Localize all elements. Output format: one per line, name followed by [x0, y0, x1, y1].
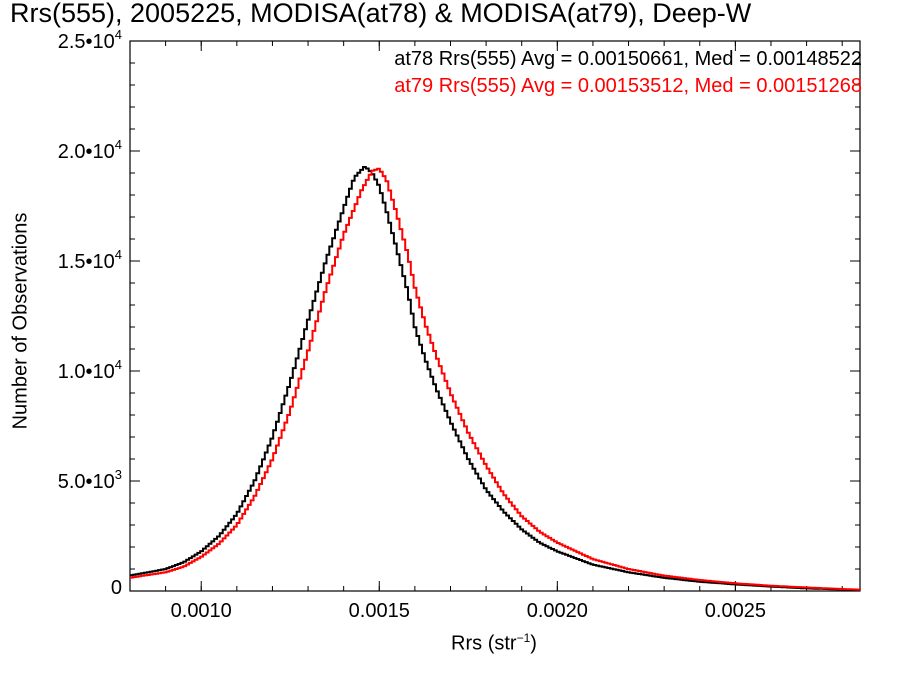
series-line-at78: [130, 166, 860, 591]
series-group: [130, 166, 861, 591]
y-tick-mantissa: 2.5•10: [57, 31, 115, 53]
y-tick-label: 2.5•104: [58, 27, 122, 54]
x-axis-label-main: Rrs (str: [451, 632, 517, 655]
y-tick-exponent: 4: [114, 137, 122, 152]
y-tick-exponent: 4: [114, 27, 122, 42]
y-tick-exponent: 4: [114, 247, 122, 262]
y-tick-label: 1.0•104: [58, 357, 122, 384]
chart-title: Rrs(555), 2005225, MODISA(at78) & MODISA…: [10, 0, 752, 28]
axis-ticks: [129, 40, 860, 592]
y-tick-label: 5.0•103: [58, 467, 122, 494]
x-tick-label: 0.0025: [704, 600, 766, 622]
y-tick-mantissa: 1.0•10: [57, 361, 115, 383]
y-tick-exponent: 4: [114, 357, 122, 372]
x-axis-label: Rrs (str−1): [451, 631, 537, 656]
y-axis-label: Number of Observations: [9, 212, 32, 430]
y-tick-mantissa: 2.0•10: [57, 141, 115, 163]
plot-frame: [129, 40, 861, 592]
x-axis-label-close: ): [530, 632, 537, 655]
legend-entry-at79: at79 Rrs(555) Avg = 0.00153512, Med = 0.…: [394, 75, 862, 97]
x-tick-label: 0.0020: [526, 600, 588, 622]
y-tick-exponent: 3: [114, 467, 122, 482]
series-line-at79: [130, 167, 861, 591]
y-tick-label: 2.0•104: [58, 137, 122, 164]
x-tick-label: 0.0015: [348, 600, 410, 622]
y-tick-mantissa: 0: [110, 577, 122, 599]
x-axis-label-exponent: −1: [516, 631, 531, 645]
x-tick-label: 0.0010: [170, 600, 232, 622]
y-tick-label: 0: [111, 577, 122, 600]
legend-entry-at78: at78 Rrs(555) Avg = 0.00150661, Med = 0.…: [394, 48, 862, 70]
y-tick-label: 1.5•104: [58, 247, 122, 274]
y-tick-mantissa: 5.0•10: [57, 471, 115, 493]
y-tick-mantissa: 1.5•10: [57, 251, 115, 273]
